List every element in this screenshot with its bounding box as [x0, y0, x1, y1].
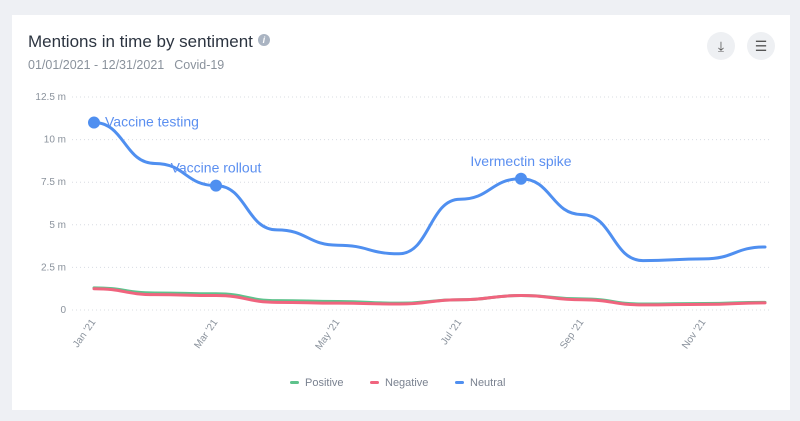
y-tick-label: 0 — [60, 305, 66, 316]
chart-subtitle: 01/01/2021 - 12/31/2021 Covid-19 — [28, 58, 234, 72]
topic: Covid-19 — [174, 58, 225, 72]
legend-label: Positive — [305, 377, 344, 389]
series-line-negative — [92, 287, 767, 307]
chart-title: Mentions in time by sentiment i — [28, 32, 270, 52]
annotation-marker — [88, 116, 100, 129]
legend-swatch-negative — [370, 381, 379, 384]
x-tick-label: Nov '21 — [680, 317, 709, 351]
x-tick-label: May '21 — [314, 317, 343, 352]
y-tick-label: 10 m — [44, 135, 66, 146]
download-button[interactable]: ⤓ — [707, 32, 735, 60]
annotation-marker — [210, 179, 222, 192]
annotation-marker — [515, 172, 527, 185]
x-tick-label: Jul '21 — [439, 317, 465, 347]
legend-swatch-positive — [290, 381, 299, 384]
info-icon[interactable]: i — [257, 34, 270, 46]
legend-swatch-neutral — [455, 381, 464, 384]
chart-card: Mentions in time by sentiment i 01/01/202… — [12, 15, 790, 410]
y-tick-label: 2.5 m — [41, 262, 66, 273]
x-tick-label: Mar '21 — [192, 317, 220, 351]
annotation-label: Vaccine testing — [105, 114, 199, 130]
title-text: Mentions in time by sentiment — [28, 32, 253, 51]
download-icon: ⤓ — [717, 37, 725, 54]
annotation-label: Vaccine rollout — [171, 160, 262, 176]
sliders-icon: ☰ — [754, 37, 768, 54]
x-tick-label: Jan '21 — [71, 317, 99, 350]
annotation-label: Ivermectin spike — [470, 153, 571, 169]
settings-button[interactable]: ☰ — [747, 32, 775, 60]
date-range: 01/01/2021 - 12/31/2021 — [28, 58, 165, 72]
x-tick-label: Sep '21 — [558, 317, 587, 351]
y-tick-label: 5 m — [49, 220, 66, 231]
legend-label: Neutral — [470, 377, 505, 389]
y-tick-label: 7.5 m — [41, 177, 66, 188]
legend-label: Negative — [385, 377, 428, 389]
series-line-neutral — [92, 121, 767, 263]
y-tick-label: 12.5 m — [35, 92, 66, 103]
